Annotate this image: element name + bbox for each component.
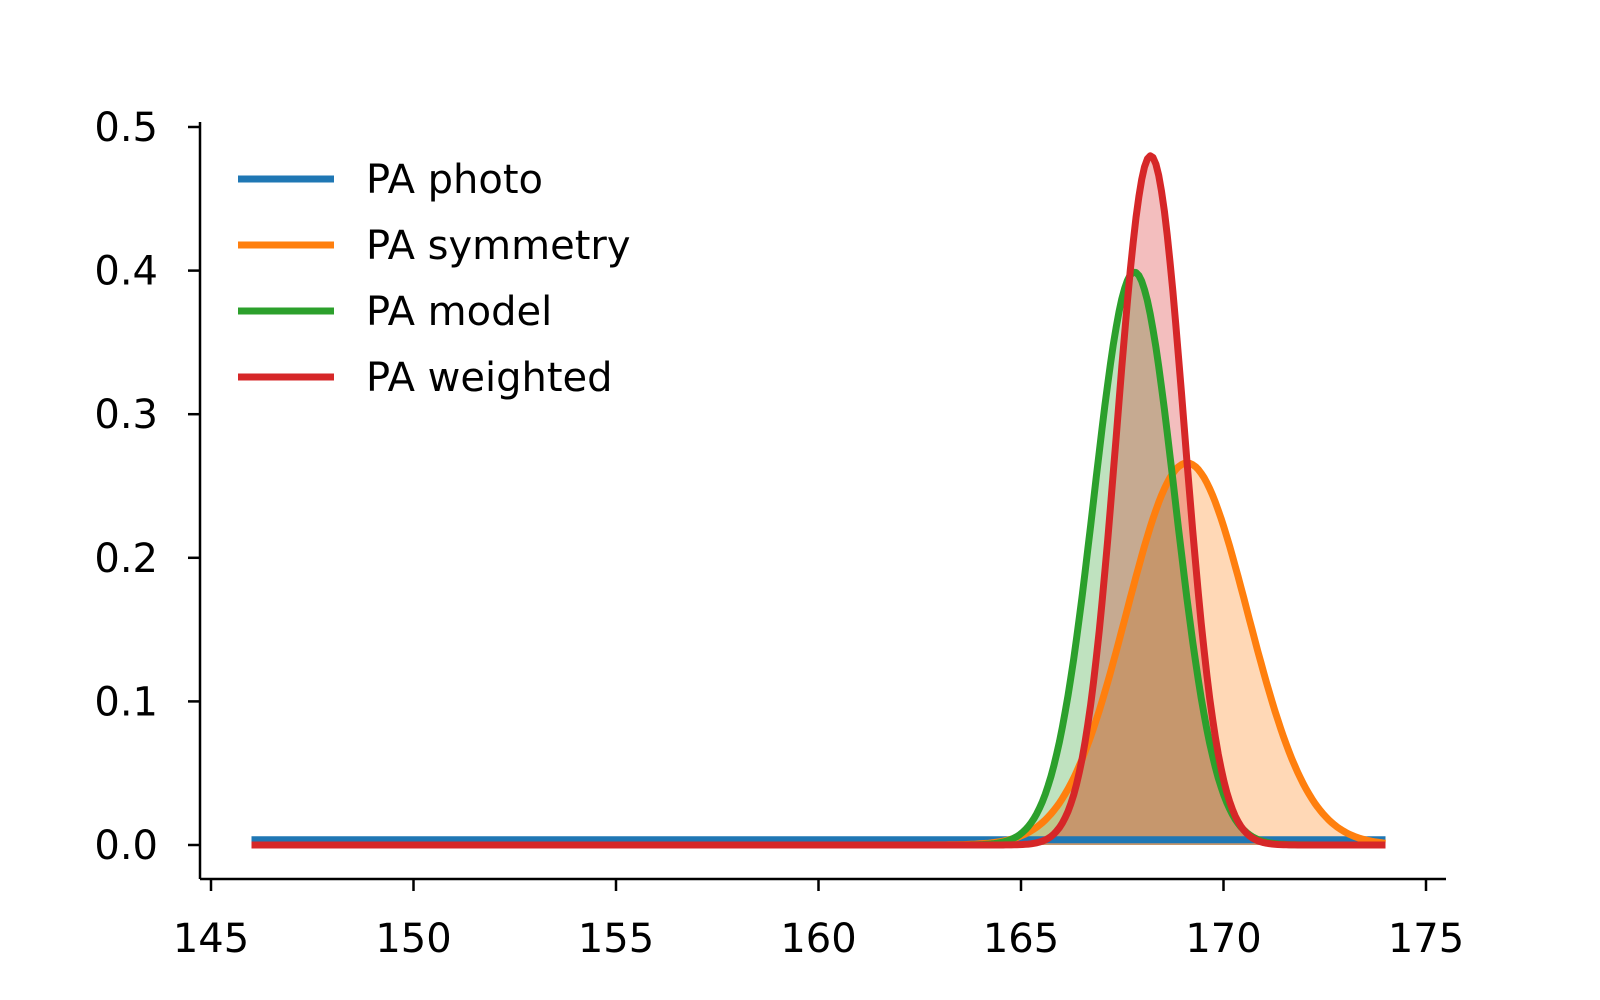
series-line-pa-weighted bbox=[250, 152, 1387, 849]
y-tick-label: 0.1 bbox=[94, 679, 158, 725]
legend-label-pa-weighted: PA weighted bbox=[366, 355, 613, 401]
series-lines bbox=[250, 152, 1387, 849]
x-tick-label: 175 bbox=[1388, 916, 1464, 962]
y-tick-label: 0.0 bbox=[94, 823, 158, 869]
x-tick-label: 165 bbox=[983, 916, 1059, 962]
x-tick-label: 160 bbox=[780, 916, 856, 962]
x-tick-label: 150 bbox=[375, 916, 451, 962]
legend: PA photo PA symmetry PA model PA weighted bbox=[238, 157, 631, 401]
y-tick-label: 0.5 bbox=[94, 105, 158, 151]
y-tick-label: 0.3 bbox=[94, 392, 158, 438]
x-tick-label: 155 bbox=[578, 916, 654, 962]
y-ticks: 0.0 0.1 0.2 0.3 0.4 0.5 bbox=[94, 105, 200, 869]
y-tick-label: 0.2 bbox=[94, 536, 158, 582]
series-fill-pa-symmetry bbox=[251, 463, 1386, 845]
series-fill-pa-weighted bbox=[251, 155, 1386, 846]
legend-label-pa-model: PA model bbox=[366, 289, 552, 335]
x-ticks: 145 150 155 160 165 170 175 bbox=[173, 879, 1464, 962]
legend-label-pa-photo: PA photo bbox=[366, 157, 543, 203]
x-tick-label: 145 bbox=[173, 916, 249, 962]
legend-label-pa-symmetry: PA symmetry bbox=[366, 223, 631, 269]
axes bbox=[198, 122, 1446, 881]
x-tick-label: 170 bbox=[1185, 916, 1261, 962]
y-tick-label: 0.4 bbox=[94, 249, 158, 295]
